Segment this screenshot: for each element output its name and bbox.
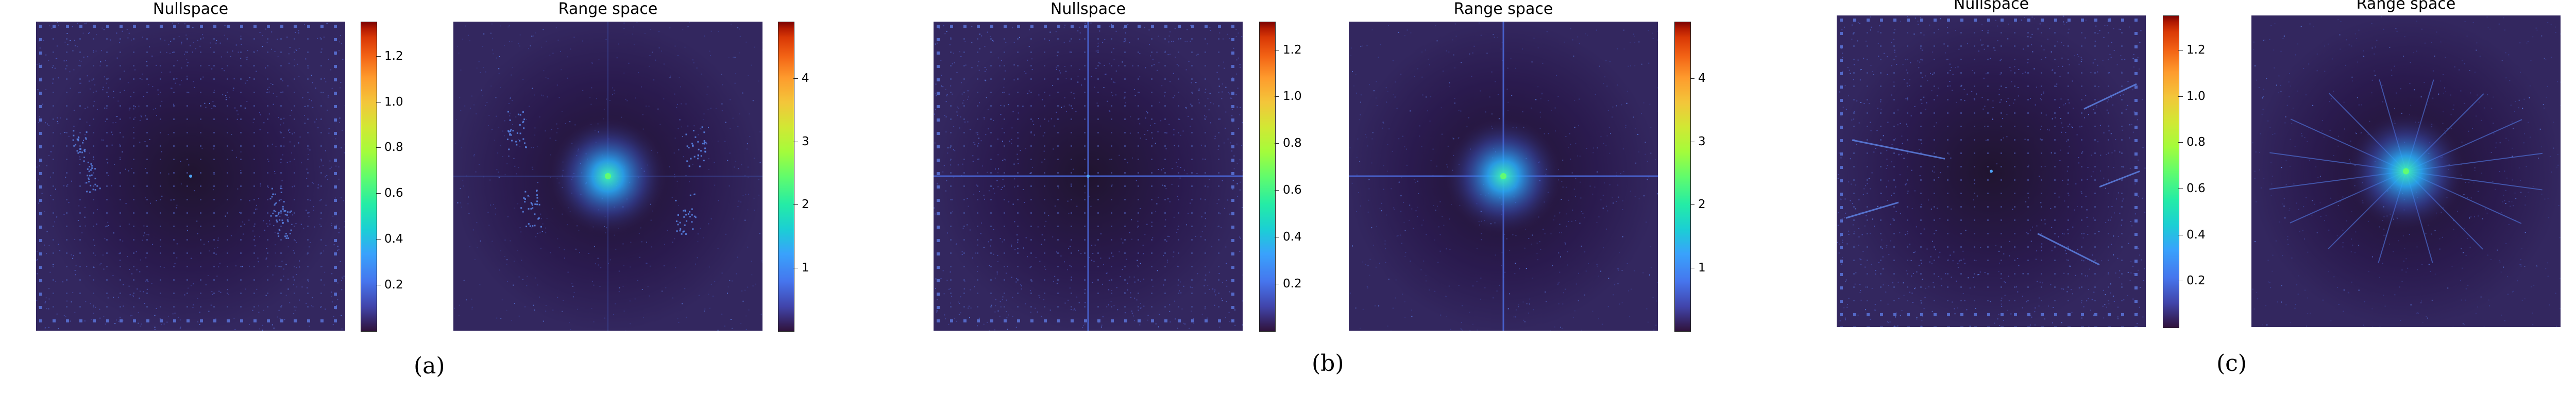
- colorbar-tick: [1690, 78, 1694, 79]
- heatmap-b-nullspace: [934, 22, 1243, 331]
- colorbar-a-nullspace: [361, 22, 377, 332]
- colorbar-tick-label: 1.2: [2187, 43, 2206, 57]
- colorbar-tick-label: 0.4: [1283, 230, 1302, 244]
- colorbar-tick: [793, 78, 798, 79]
- colorbar-tick-label: 0.2: [1283, 277, 1302, 291]
- colorbar-tick-label: 0.4: [2187, 228, 2206, 242]
- colorbar-tick-label: 2: [802, 198, 809, 212]
- colorbar-a-range: [778, 22, 794, 332]
- colorbar-c-nullspace: [2163, 15, 2179, 328]
- colorbar-tick-label: 0.2: [384, 278, 403, 292]
- colorbar-tick: [1275, 96, 1279, 97]
- colorbar-tick: [793, 204, 798, 206]
- panel-title: Range space: [1453, 0, 1553, 18]
- colorbar-tick: [376, 193, 381, 194]
- colorbar-tick: [2178, 142, 2183, 143]
- colorbar-tick-label: 3: [802, 134, 809, 148]
- heatmap-a-nullspace: [36, 22, 345, 331]
- colorbar-tick-label: 1.2: [1283, 43, 1302, 57]
- colorbar-tick-label: 0.6: [1283, 183, 1302, 197]
- colorbar-b-range: [1674, 22, 1691, 332]
- panel-title: Nullspace: [1953, 0, 2029, 13]
- colorbar-tick-label: 1.0: [2187, 89, 2206, 103]
- panel-title: Range space: [2356, 0, 2456, 13]
- panel-title: Nullspace: [152, 0, 229, 18]
- colorbar-tick-label: 0.8: [2187, 135, 2206, 149]
- colorbar-tick-label: 1.0: [1283, 90, 1302, 104]
- heatmap-c-range: [2251, 15, 2561, 327]
- colorbar-tick: [376, 239, 381, 240]
- colorbar-tick-label: 4: [1698, 72, 1706, 86]
- colorbar-tick-label: 1: [802, 261, 809, 275]
- colorbar-tick: [1275, 190, 1279, 191]
- panel-title: Range space: [558, 0, 658, 18]
- colorbar-tick-label: 1.0: [384, 95, 403, 109]
- colorbar-tick: [376, 56, 381, 57]
- subfigure-label-c: (c): [2216, 350, 2247, 377]
- colorbar-b-nullspace: [1259, 22, 1276, 332]
- panel-title: Nullspace: [1050, 0, 1126, 18]
- heatmap-c-nullspace: [1837, 15, 2146, 327]
- colorbar-tick: [376, 147, 381, 148]
- colorbar-tick-label: 1.2: [384, 49, 403, 63]
- colorbar-tick-label: 4: [802, 72, 809, 86]
- subfigure-label-b: (b): [1312, 350, 1344, 377]
- colorbar-tick: [2178, 96, 2183, 97]
- heatmap-b-range: [1349, 22, 1658, 331]
- colorbar-tick-label: 0.6: [384, 186, 403, 200]
- colorbar-tick-label: 2: [1698, 198, 1706, 212]
- colorbar-tick-label: 0.2: [2187, 274, 2206, 288]
- colorbar-tick-label: 3: [1698, 134, 1706, 148]
- colorbar-tick: [1275, 143, 1279, 144]
- colorbar-tick: [1690, 204, 1694, 206]
- colorbar-tick-label: 0.4: [384, 232, 403, 246]
- colorbar-tick-label: 0.6: [2187, 182, 2206, 196]
- heatmap-a-range: [453, 22, 762, 331]
- colorbar-tick-label: 0.8: [1283, 136, 1302, 150]
- colorbar-tick-label: 0.8: [384, 141, 403, 155]
- subfigure-label-a: (a): [414, 353, 445, 379]
- colorbar-tick-label: 1: [1698, 261, 1706, 275]
